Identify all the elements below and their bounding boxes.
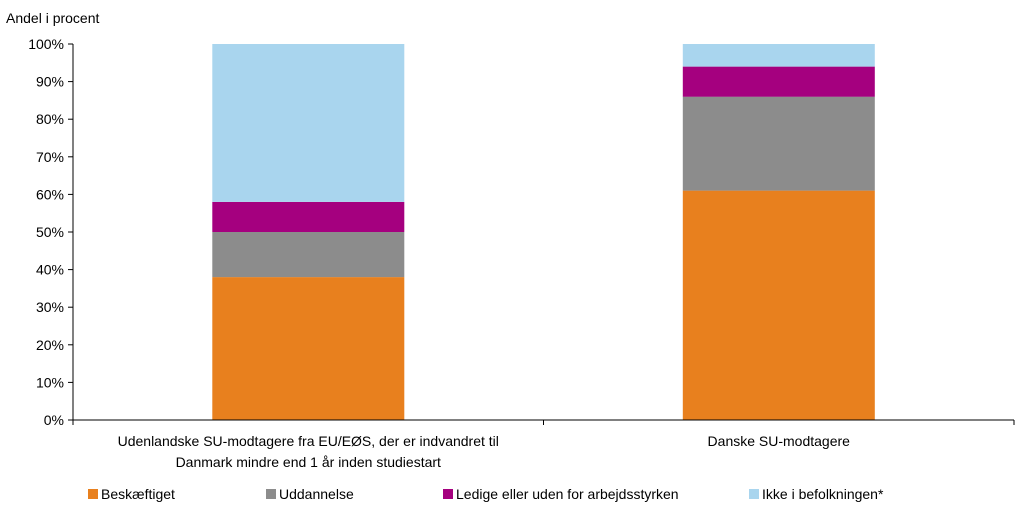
- bars-group: [212, 44, 875, 420]
- y-tick-label: 40%: [36, 262, 64, 278]
- y-tick-label: 100%: [28, 36, 64, 52]
- y-tick-label: 20%: [36, 337, 64, 353]
- bar-segment-3-category-2: [682, 66, 875, 97]
- bar-segment-1-category-2: [682, 190, 875, 420]
- legend-label-3: Ledige eller uden for arbejdsstyrken: [456, 486, 679, 502]
- y-tick-label: 0%: [44, 412, 64, 428]
- y-ticks-group: 0% 10% 20% 30% 40% 50% 60% 70% 80% 90% 100%: [28, 36, 73, 428]
- bar-segment-1-category-1: [212, 277, 405, 420]
- bar-segment-2-category-1: [212, 232, 405, 278]
- x-labels-group: Udenlandske SU-modtagere fra EU/EØS, der…: [118, 433, 851, 470]
- y-tick-label: 70%: [36, 149, 64, 165]
- legend-swatch-1: [88, 489, 98, 499]
- legend: Beskæftiget Uddannelse Ledige eller uden f…: [88, 486, 884, 502]
- y-tick-label: 90%: [36, 74, 64, 90]
- y-tick-label: 60%: [36, 186, 64, 202]
- y-tick-label: 30%: [36, 299, 64, 315]
- legend-label-2: Uddannelse: [279, 486, 354, 502]
- y-tick-label: 50%: [36, 224, 64, 240]
- x-category-label: Danske SU-modtagere: [708, 433, 851, 449]
- legend-swatch-2: [266, 489, 276, 499]
- y-axis-unit-label: Andel i procent: [6, 10, 100, 26]
- legend-label-1: Beskæftiget: [101, 486, 175, 502]
- x-category-label: Udenlandske SU-modtagere fra EU/EØS, der…: [118, 433, 499, 449]
- bar-segment-4-category-2: [682, 44, 875, 67]
- y-tick-label: 80%: [36, 111, 64, 127]
- bar-segment-2-category-2: [682, 96, 875, 191]
- legend-swatch-4: [749, 489, 759, 499]
- y-tick-label: 10%: [36, 374, 64, 390]
- legend-swatch-3: [443, 489, 453, 499]
- bar-segment-3-category-1: [212, 201, 405, 232]
- legend-label-4: Ikke i befolkningen*: [762, 486, 884, 502]
- bar-segment-4-category-1: [212, 44, 405, 202]
- x-category-label: Danmark mindre end 1 år inden studiestar…: [176, 454, 441, 470]
